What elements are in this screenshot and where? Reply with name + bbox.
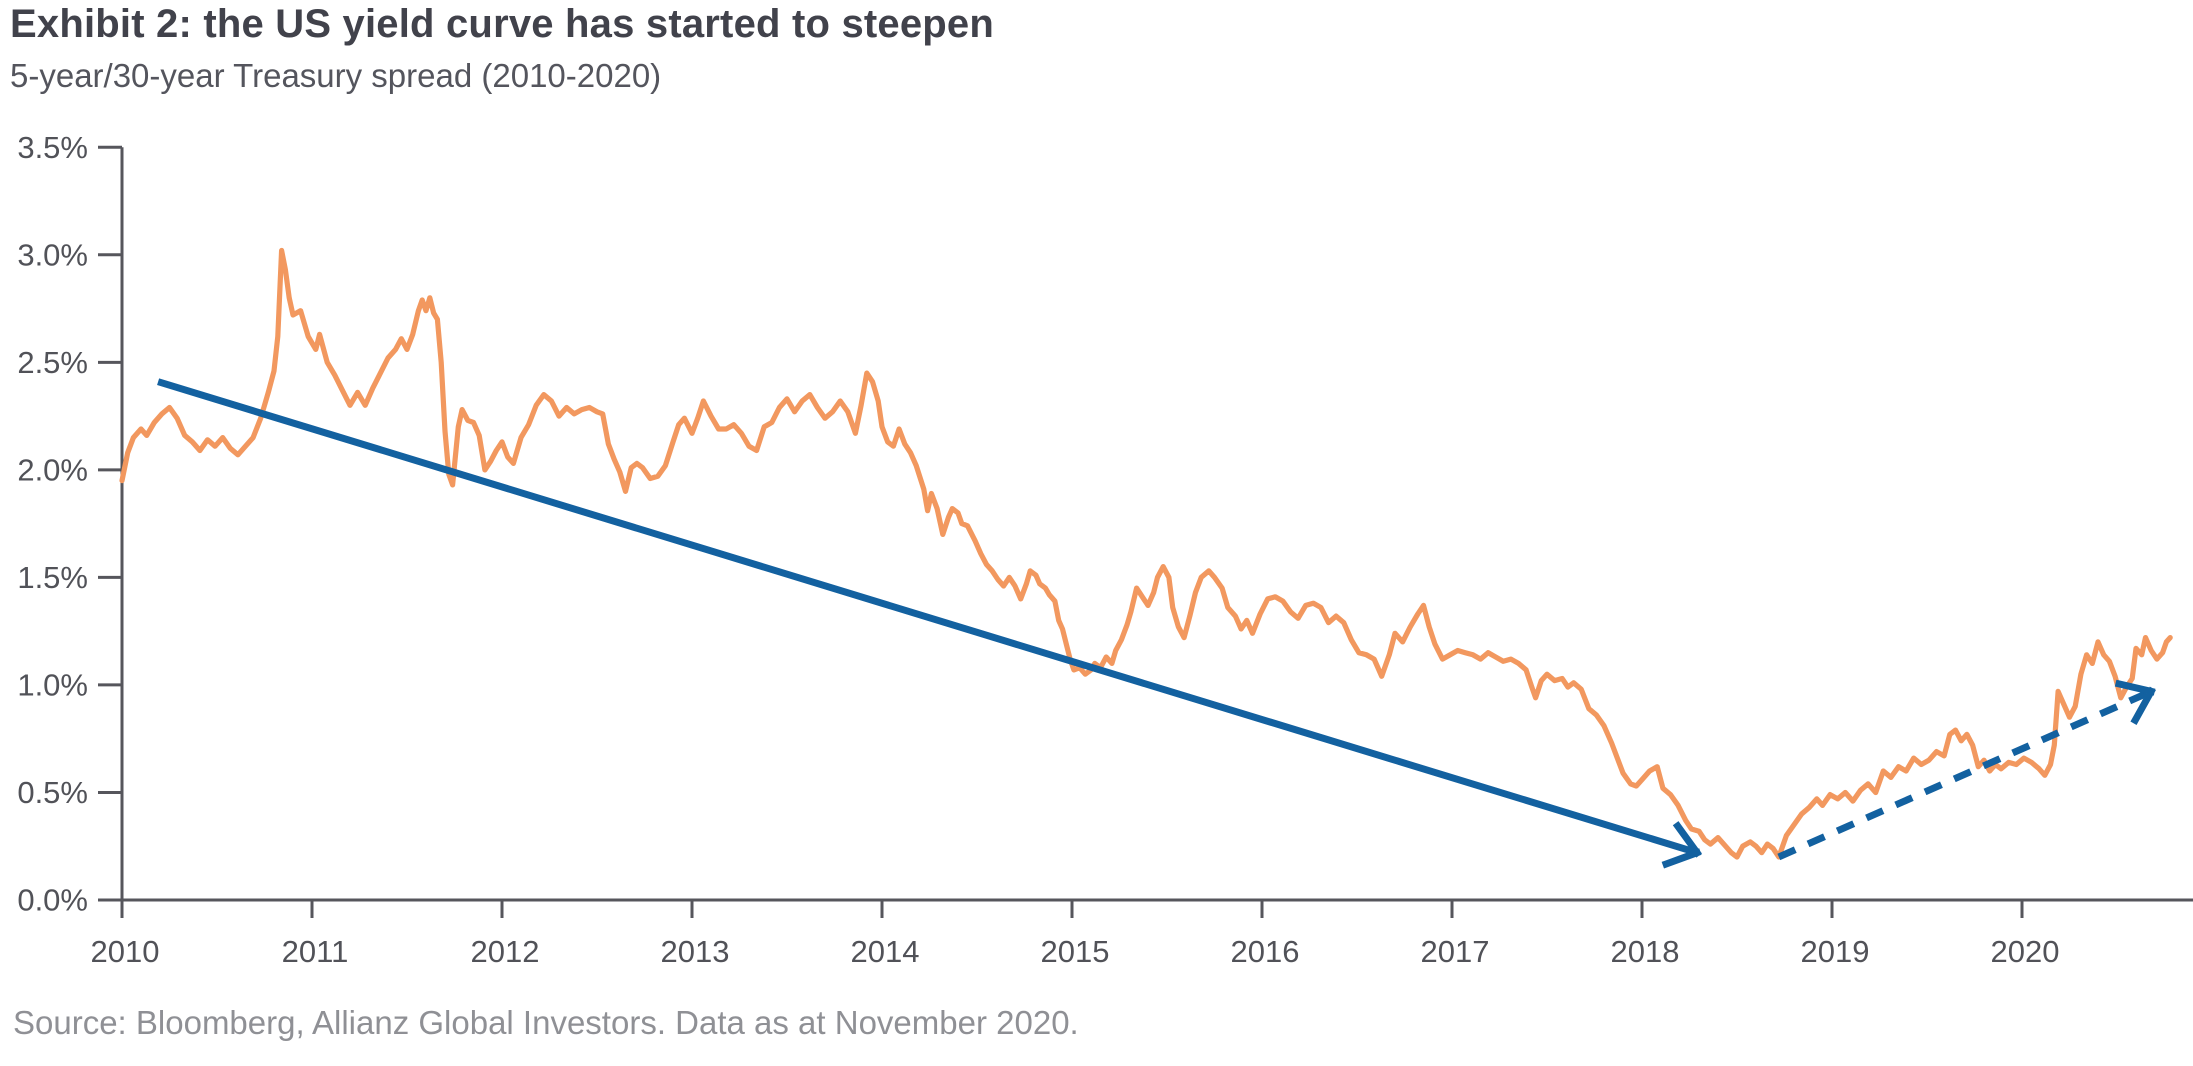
x-tick-label: 2011 — [282, 934, 349, 969]
treasury-spread-line — [119, 247, 2173, 860]
flattening-arrowhead — [1661, 821, 1702, 869]
chart-subtitle: 5-year/30-year Treasury spread (2010-202… — [10, 57, 662, 94]
y-tick-label: 1.0% — [17, 667, 88, 702]
y-tick-label: 2.0% — [17, 452, 88, 487]
y-tick-label: 0.0% — [17, 883, 88, 918]
y-tick-label: 3.5% — [17, 130, 88, 165]
x-tick-label: 2013 — [661, 934, 730, 969]
chart-title: Exhibit 2: the US yield curve has starte… — [10, 2, 995, 46]
steepening-arrowhead — [2114, 679, 2156, 725]
x-tick-label: 2016 — [1231, 934, 1300, 969]
flattening-arrow-shaft — [157, 378, 1699, 857]
steepening-arrow-shaft — [1777, 688, 2153, 861]
y-tick-label: 0.5% — [17, 775, 88, 810]
y-tick-label: 2.5% — [17, 345, 88, 380]
y-tick-label: 3.0% — [17, 237, 88, 272]
x-tick-label: 2015 — [1041, 934, 1110, 969]
x-tick-label: 2014 — [851, 934, 920, 969]
y-tick-label: 1.5% — [17, 560, 88, 595]
x-tick-label: 2017 — [1421, 934, 1490, 969]
x-tick-label: 2019 — [1801, 934, 1870, 969]
x-tick-label: 2010 — [91, 934, 160, 969]
source-note: Source: Bloomberg, Allianz Global Invest… — [13, 1004, 1079, 1041]
x-tick-label: 2012 — [471, 934, 540, 969]
x-tick-label: 2020 — [1991, 934, 2060, 969]
x-tick-label: 2018 — [1611, 934, 1680, 969]
